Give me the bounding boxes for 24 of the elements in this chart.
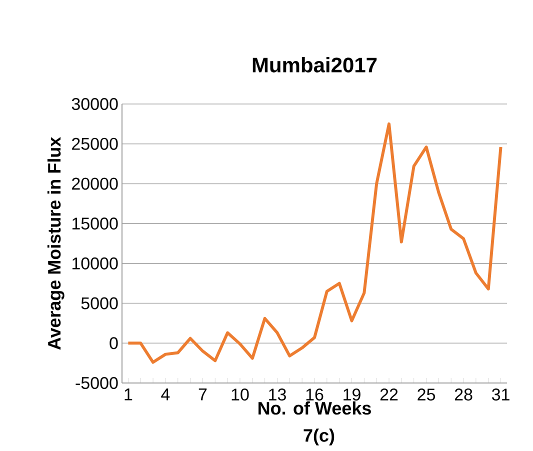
y-axis-title: Average Moisture in Flux bbox=[47, 136, 64, 350]
x-tick-label: 22 bbox=[380, 388, 398, 400]
line-series bbox=[126, 122, 502, 364]
y-tick-label: 10000 bbox=[72, 257, 118, 270]
text: 7(c) bbox=[304, 428, 334, 446]
x-tick-label: 1 bbox=[124, 388, 132, 400]
x-tick-label: 4 bbox=[161, 388, 170, 400]
y-tick-label: 30000 bbox=[72, 98, 118, 110]
x-tick-label: 7 bbox=[198, 388, 207, 400]
y-tick-label: 20000 bbox=[72, 178, 118, 190]
y-tick-label: 5000 bbox=[81, 297, 118, 310]
x-axis-title: No. of Weeks bbox=[258, 401, 371, 415]
x-tick-label: 19 bbox=[344, 388, 360, 401]
x-tick-label: 13 bbox=[269, 388, 286, 401]
x-tick-label: 28 bbox=[454, 388, 472, 401]
y-tick-label: 25000 bbox=[72, 138, 118, 150]
y-tick-label: 0 bbox=[110, 337, 118, 350]
x-tick-label: 25 bbox=[418, 388, 436, 401]
x-tick-label: 10 bbox=[232, 388, 249, 401]
x-tick-label: 31 bbox=[492, 388, 510, 401]
x-tick-label: 16 bbox=[306, 388, 324, 401]
y-tick-label: -5000 bbox=[76, 376, 118, 390]
chart-title: Mumbai2017 bbox=[252, 57, 377, 72]
y-tick-label: 15000 bbox=[72, 218, 118, 230]
